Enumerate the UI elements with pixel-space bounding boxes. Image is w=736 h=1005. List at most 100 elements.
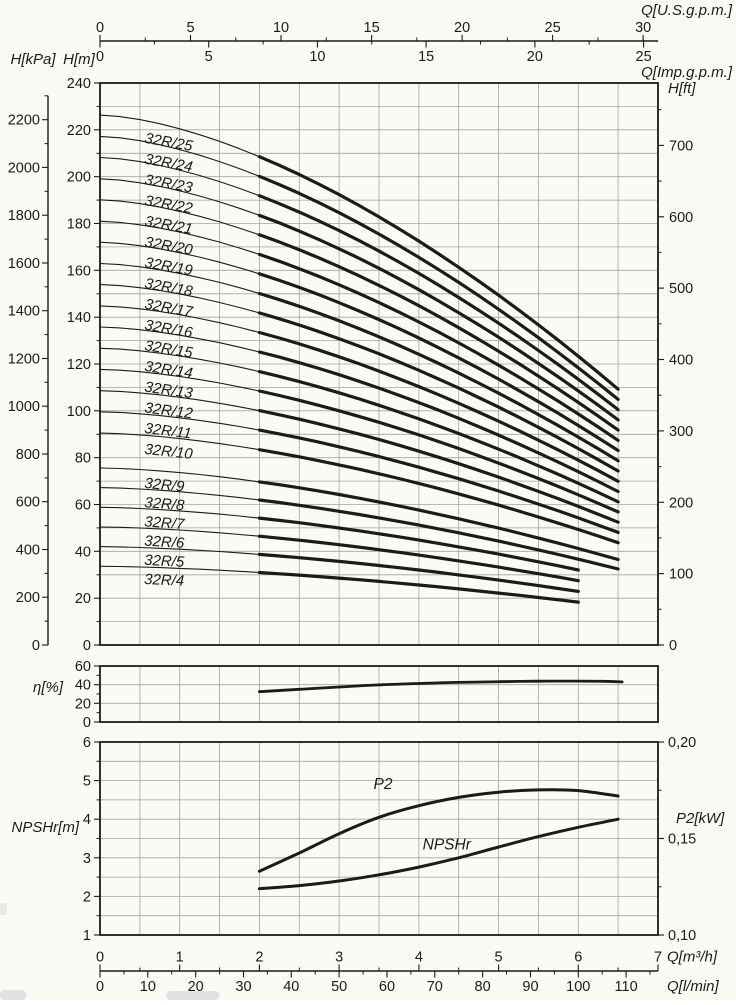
curve-32R-10-lead <box>99 432 260 451</box>
curve-32R-4-lead <box>99 565 260 574</box>
lmin-tick-label: 50 <box>331 979 347 995</box>
curve-32R-4 <box>257 570 580 604</box>
curve-32R-22-lead <box>99 178 260 216</box>
curve-32R-19 <box>257 272 620 453</box>
curve-32R-16-lead <box>99 305 260 334</box>
curve-label-32R-10: 32R/10 <box>144 441 195 463</box>
h-ft-axis-title: H[ft] <box>668 80 696 97</box>
lmin-tick-label: 10 <box>140 979 156 995</box>
h-ft-tick-label: 200 <box>669 495 693 511</box>
curve-32R-20-lead <box>99 220 260 255</box>
imp-gpm-tick-label: 20 <box>527 49 543 65</box>
m3h-tick-label: 5 <box>495 950 503 966</box>
imp-gpm-tick-label: 5 <box>205 49 213 65</box>
gridlines <box>100 83 658 935</box>
curve-32R-19-lead <box>99 241 260 275</box>
curve-32R-23-lead <box>99 156 260 197</box>
watermark-fragment-left <box>0 990 26 1000</box>
p2-curve <box>257 788 620 873</box>
curve-32R-8 <box>257 498 620 571</box>
curve-32R-7-lead <box>99 506 260 519</box>
imp-gpm-tick-label: 25 <box>636 49 652 65</box>
curve-32R-24-lead <box>99 135 260 177</box>
us-gpm-tick-label: 5 <box>186 20 194 36</box>
kpa-tick-label: 2200 <box>8 113 40 129</box>
us-gpm-axis-title: Q[U.S.g.p.m.] <box>641 2 733 19</box>
h-m-tick-label: 100 <box>67 404 91 420</box>
curve-32R-17 <box>257 311 620 473</box>
lmin-tick-label: 100 <box>566 979 590 995</box>
us-gpm-tick-label: 30 <box>635 20 651 36</box>
curve-label-32R-12: 32R/12 <box>143 399 194 422</box>
lmin-tick-label: 0 <box>96 979 104 995</box>
m3h-tick-label: 2 <box>255 950 263 966</box>
watermark-fragment-center <box>166 991 220 1000</box>
curve-label-32R-13: 32R/13 <box>143 379 194 403</box>
curve-32R-7 <box>257 516 580 572</box>
us-gpm-tick-label: 25 <box>545 20 561 36</box>
h-m-tick-label: 120 <box>67 357 91 373</box>
curve-32R-25 <box>257 155 620 391</box>
lmin-tick-label: 40 <box>283 979 299 995</box>
p2-tick-label: 0,10 <box>668 928 696 944</box>
axes-and-ticks <box>42 35 664 978</box>
h-m-tick-label: 240 <box>67 76 91 92</box>
p2-tick-label: 0,20 <box>668 735 696 751</box>
imp-gpm-tick-label: 10 <box>309 49 325 65</box>
imp-gpm-tick-label: 0 <box>96 49 104 65</box>
curve-32R-11 <box>257 428 620 534</box>
curve-32R-11-lead <box>99 411 260 431</box>
h-ft-tick-label: 0 <box>669 638 677 654</box>
h-m-tick-label: 40 <box>75 544 91 560</box>
eff-tick-label: 0 <box>83 715 91 731</box>
curve-32R-9-lead <box>99 467 260 483</box>
curve-32R-20 <box>257 252 620 442</box>
kpa-tick-label: 800 <box>16 447 40 463</box>
h-m-tick-label: 80 <box>75 451 91 467</box>
lmin-axis-title: Q[l/min] <box>667 978 720 995</box>
kpa-tick-label: 600 <box>16 495 40 511</box>
text-labels: 32R/2532R/2432R/2332R/2232R/2132R/2032R/… <box>8 2 733 995</box>
kpa-tick-label: 1600 <box>8 256 40 272</box>
us-gpm-tick-label: 10 <box>273 20 289 36</box>
curve-32R-18 <box>257 291 620 463</box>
curve-32R-14-lead <box>99 347 260 373</box>
curve-32R-16 <box>257 330 620 483</box>
h-ft-tick-label: 500 <box>669 281 693 297</box>
p2-curve-label: P2 <box>374 776 393 793</box>
npshr-tick-label: 3 <box>83 851 91 867</box>
kpa-tick-label: 2000 <box>8 160 40 176</box>
h-m-tick-label: 220 <box>67 123 91 139</box>
curve-32R-21 <box>257 233 620 432</box>
efficiency-curve <box>258 679 624 694</box>
curve-32R-6 <box>257 534 580 583</box>
m3h-tick-label: 6 <box>574 950 582 966</box>
npshr-tick-label: 4 <box>83 812 91 828</box>
p2-axis-title: P2[kW] <box>676 810 725 827</box>
curve-32R-23 <box>257 194 620 412</box>
h-m-tick-label: 160 <box>67 263 91 279</box>
us-gpm-tick-label: 0 <box>96 20 104 36</box>
npshr-axis-title: NPSHr[m] <box>12 819 80 836</box>
curve-label-32R-6: 32R/6 <box>144 533 186 552</box>
curve-32R-17-lead <box>99 284 260 314</box>
m3h-tick-label: 4 <box>415 950 423 966</box>
h-m-tick-label: 140 <box>67 310 91 326</box>
lmin-tick-label: 60 <box>379 979 395 995</box>
curve-32R-10 <box>257 448 620 545</box>
lmin-tick-label: 80 <box>475 979 491 995</box>
h-ft-tick-label: 300 <box>669 424 693 440</box>
curve-32R-8-lead <box>99 487 260 501</box>
m3h-tick-label: 7 <box>654 950 662 966</box>
h-m-tick-label: 60 <box>75 498 91 514</box>
watermark-fragment-edge <box>0 903 7 915</box>
eff-tick-label: 20 <box>75 696 91 712</box>
m3h-tick-label: 0 <box>96 950 104 966</box>
npshr-tick-label: 1 <box>83 928 91 944</box>
npshr-tick-label: 2 <box>83 889 91 905</box>
kpa-tick-label: 1800 <box>8 208 40 224</box>
curve-32R-13-lead <box>99 368 260 392</box>
imp-gpm-tick-label: 15 <box>418 49 434 65</box>
h-ft-tick-label: 700 <box>669 138 693 154</box>
curve-label-32R-11: 32R/11 <box>144 420 193 442</box>
